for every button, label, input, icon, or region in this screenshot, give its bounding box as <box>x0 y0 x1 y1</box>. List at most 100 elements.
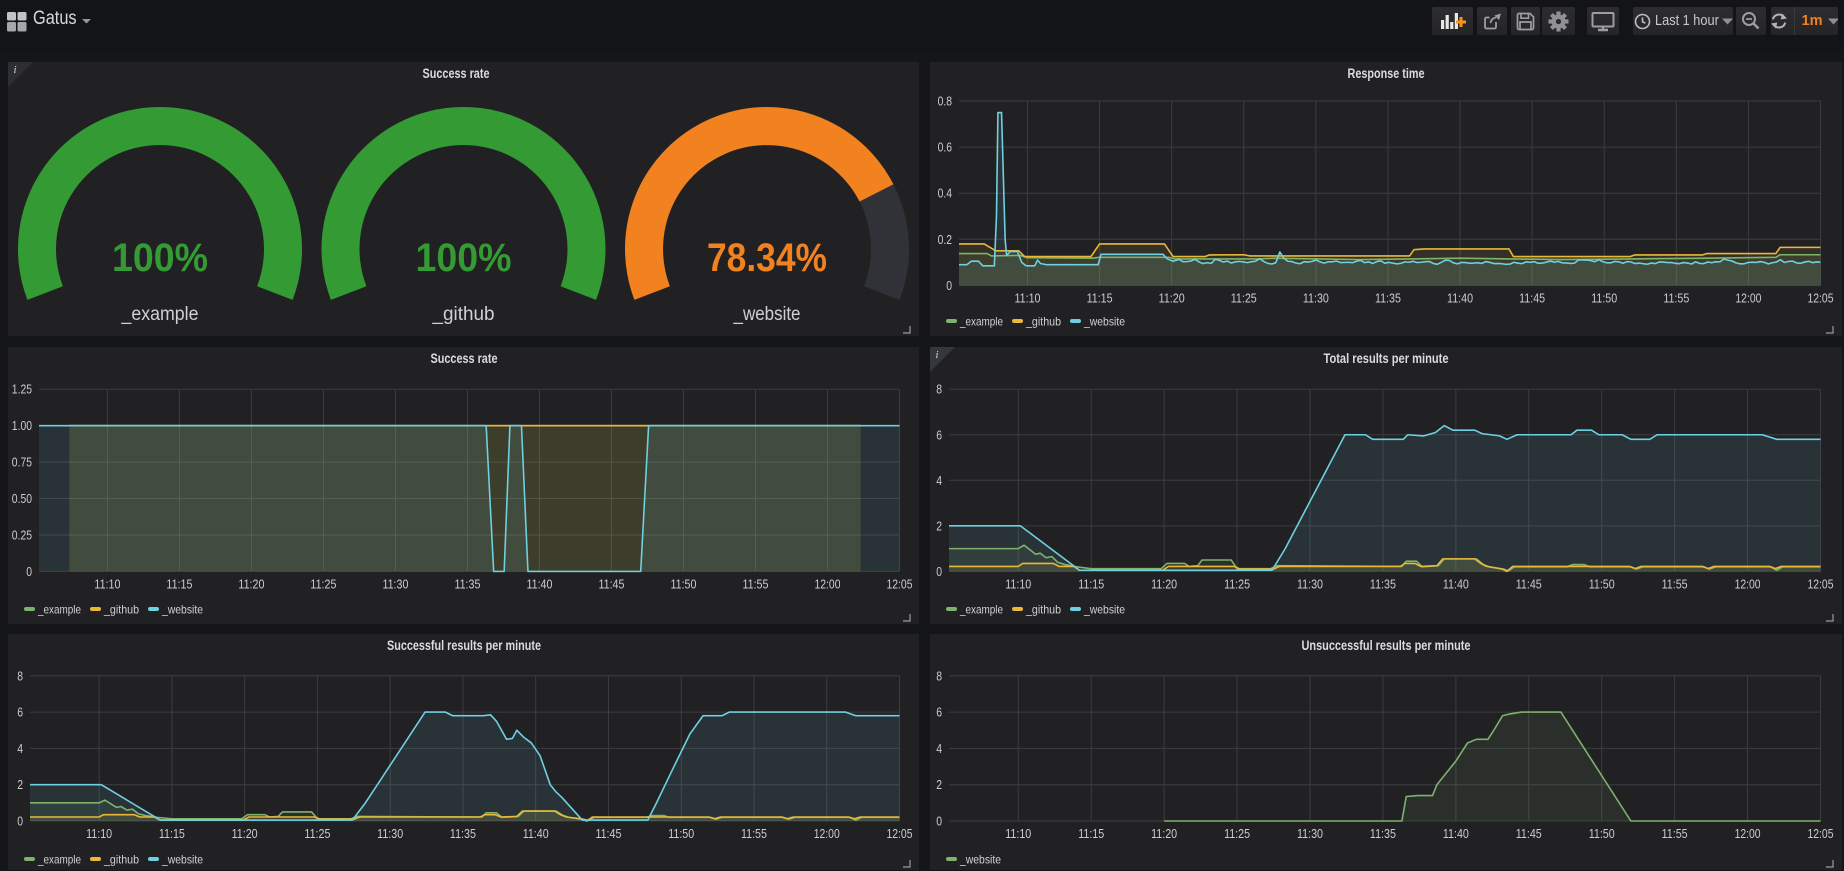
svg-text:12:05: 12:05 <box>887 826 913 841</box>
svg-text:i: i <box>935 349 938 361</box>
svg-text:0.25: 0.25 <box>12 527 32 542</box>
svg-text:_example: _example <box>121 304 199 325</box>
svg-text:11:40: 11:40 <box>523 826 549 841</box>
svg-text:i: i <box>13 64 16 76</box>
svg-text:11:35: 11:35 <box>454 576 480 591</box>
svg-text:11:30: 11:30 <box>1297 576 1323 591</box>
svg-text:11:20: 11:20 <box>1151 826 1177 841</box>
svg-text:6: 6 <box>17 705 23 720</box>
svg-text:Response time: Response time <box>1348 66 1425 81</box>
svg-text:0: 0 <box>946 278 952 293</box>
svg-text:11:30: 11:30 <box>1297 826 1323 841</box>
svg-text:11:10: 11:10 <box>1014 290 1040 305</box>
svg-text:0.2: 0.2 <box>938 232 952 247</box>
svg-text:2: 2 <box>936 518 942 533</box>
svg-text:11:15: 11:15 <box>166 576 192 591</box>
svg-text:11:25: 11:25 <box>1231 290 1257 305</box>
svg-text:6: 6 <box>936 705 942 720</box>
svg-text:Success rate: Success rate <box>431 351 498 366</box>
svg-text:11:35: 11:35 <box>1375 290 1401 305</box>
svg-text:_github: _github <box>1025 603 1061 617</box>
svg-text:12:05: 12:05 <box>1808 576 1834 591</box>
svg-text:78.34%: 78.34% <box>707 236 827 280</box>
svg-text:11:55: 11:55 <box>1662 576 1688 591</box>
svg-text:11:20: 11:20 <box>1151 576 1177 591</box>
svg-text:11:50: 11:50 <box>1591 290 1617 305</box>
svg-text:4: 4 <box>936 741 942 756</box>
svg-text:_website: _website <box>959 853 1001 867</box>
svg-text:11:35: 11:35 <box>1370 576 1396 591</box>
svg-text:8: 8 <box>936 668 942 683</box>
svg-text:11:35: 11:35 <box>1370 826 1396 841</box>
svg-text:1.25: 1.25 <box>12 382 32 397</box>
svg-text:_example: _example <box>959 603 1003 617</box>
svg-text:11:25: 11:25 <box>1224 576 1250 591</box>
svg-text:11:40: 11:40 <box>1443 576 1469 591</box>
svg-text:Unsuccessful results per minut: Unsuccessful results per minute <box>1302 638 1471 653</box>
svg-text:_website: _website <box>1083 315 1125 329</box>
svg-text:11:25: 11:25 <box>304 826 330 841</box>
svg-text:8: 8 <box>17 668 23 683</box>
svg-text:_github: _github <box>1025 315 1061 329</box>
svg-text:8: 8 <box>936 382 942 397</box>
svg-text:0.50: 0.50 <box>12 491 32 506</box>
svg-text:12:05: 12:05 <box>1808 826 1834 841</box>
svg-text:6: 6 <box>936 427 942 442</box>
svg-text:_github: _github <box>103 853 139 867</box>
svg-text:11:15: 11:15 <box>159 826 185 841</box>
svg-text:11:15: 11:15 <box>1087 290 1113 305</box>
svg-text:11:45: 11:45 <box>1519 290 1545 305</box>
svg-text:11:45: 11:45 <box>595 826 621 841</box>
svg-text:11:40: 11:40 <box>1443 826 1469 841</box>
svg-text:12:00: 12:00 <box>814 576 840 591</box>
svg-text:11:20: 11:20 <box>232 826 258 841</box>
svg-text:11:10: 11:10 <box>1005 576 1031 591</box>
svg-text:11:30: 11:30 <box>1303 290 1329 305</box>
svg-text:_website: _website <box>161 853 203 867</box>
svg-text:11:55: 11:55 <box>741 826 767 841</box>
svg-text:100%: 100% <box>416 236 512 280</box>
svg-text:11:55: 11:55 <box>1662 826 1688 841</box>
svg-text:_example: _example <box>37 603 81 617</box>
svg-text:4: 4 <box>936 473 942 488</box>
svg-text:_website: _website <box>1083 603 1125 617</box>
svg-text:11:10: 11:10 <box>1005 826 1031 841</box>
svg-text:12:00: 12:00 <box>1735 290 1761 305</box>
svg-text:0: 0 <box>17 814 23 829</box>
svg-text:11:15: 11:15 <box>1078 826 1104 841</box>
svg-text:11:55: 11:55 <box>1663 290 1689 305</box>
svg-text:11:45: 11:45 <box>1516 576 1542 591</box>
svg-text:12:00: 12:00 <box>814 826 840 841</box>
svg-text:0.8: 0.8 <box>938 94 952 109</box>
svg-text:_example: _example <box>37 853 81 867</box>
svg-text:4: 4 <box>17 741 23 756</box>
svg-text:Total results per minute: Total results per minute <box>1324 351 1449 366</box>
svg-text:_github: _github <box>103 603 139 617</box>
svg-text:11:30: 11:30 <box>377 826 403 841</box>
svg-text:11:25: 11:25 <box>310 576 336 591</box>
svg-text:11:45: 11:45 <box>1516 826 1542 841</box>
svg-text:0: 0 <box>936 814 942 829</box>
svg-text:12:00: 12:00 <box>1735 576 1761 591</box>
svg-text:11:15: 11:15 <box>1078 576 1104 591</box>
svg-text:11:50: 11:50 <box>670 576 696 591</box>
svg-text:11:20: 11:20 <box>1159 290 1185 305</box>
svg-text:12:05: 12:05 <box>887 576 913 591</box>
svg-text:_github: _github <box>432 304 495 325</box>
svg-text:11:40: 11:40 <box>1447 290 1473 305</box>
svg-text:_website: _website <box>733 304 801 325</box>
svg-text:11:40: 11:40 <box>526 576 552 591</box>
svg-text:Successful results per minute: Successful results per minute <box>387 638 541 653</box>
svg-text:0.4: 0.4 <box>938 186 952 201</box>
svg-text:0.75: 0.75 <box>12 455 32 470</box>
svg-text:_website: _website <box>161 603 203 617</box>
svg-text:1.00: 1.00 <box>12 418 32 433</box>
svg-text:2: 2 <box>17 777 23 792</box>
svg-text:100%: 100% <box>112 236 208 280</box>
svg-text:0.6: 0.6 <box>938 140 952 155</box>
svg-text:2: 2 <box>936 777 942 792</box>
svg-text:11:10: 11:10 <box>94 576 120 591</box>
svg-text:0: 0 <box>26 564 32 579</box>
svg-text:0: 0 <box>936 564 942 579</box>
svg-text:11:30: 11:30 <box>382 576 408 591</box>
